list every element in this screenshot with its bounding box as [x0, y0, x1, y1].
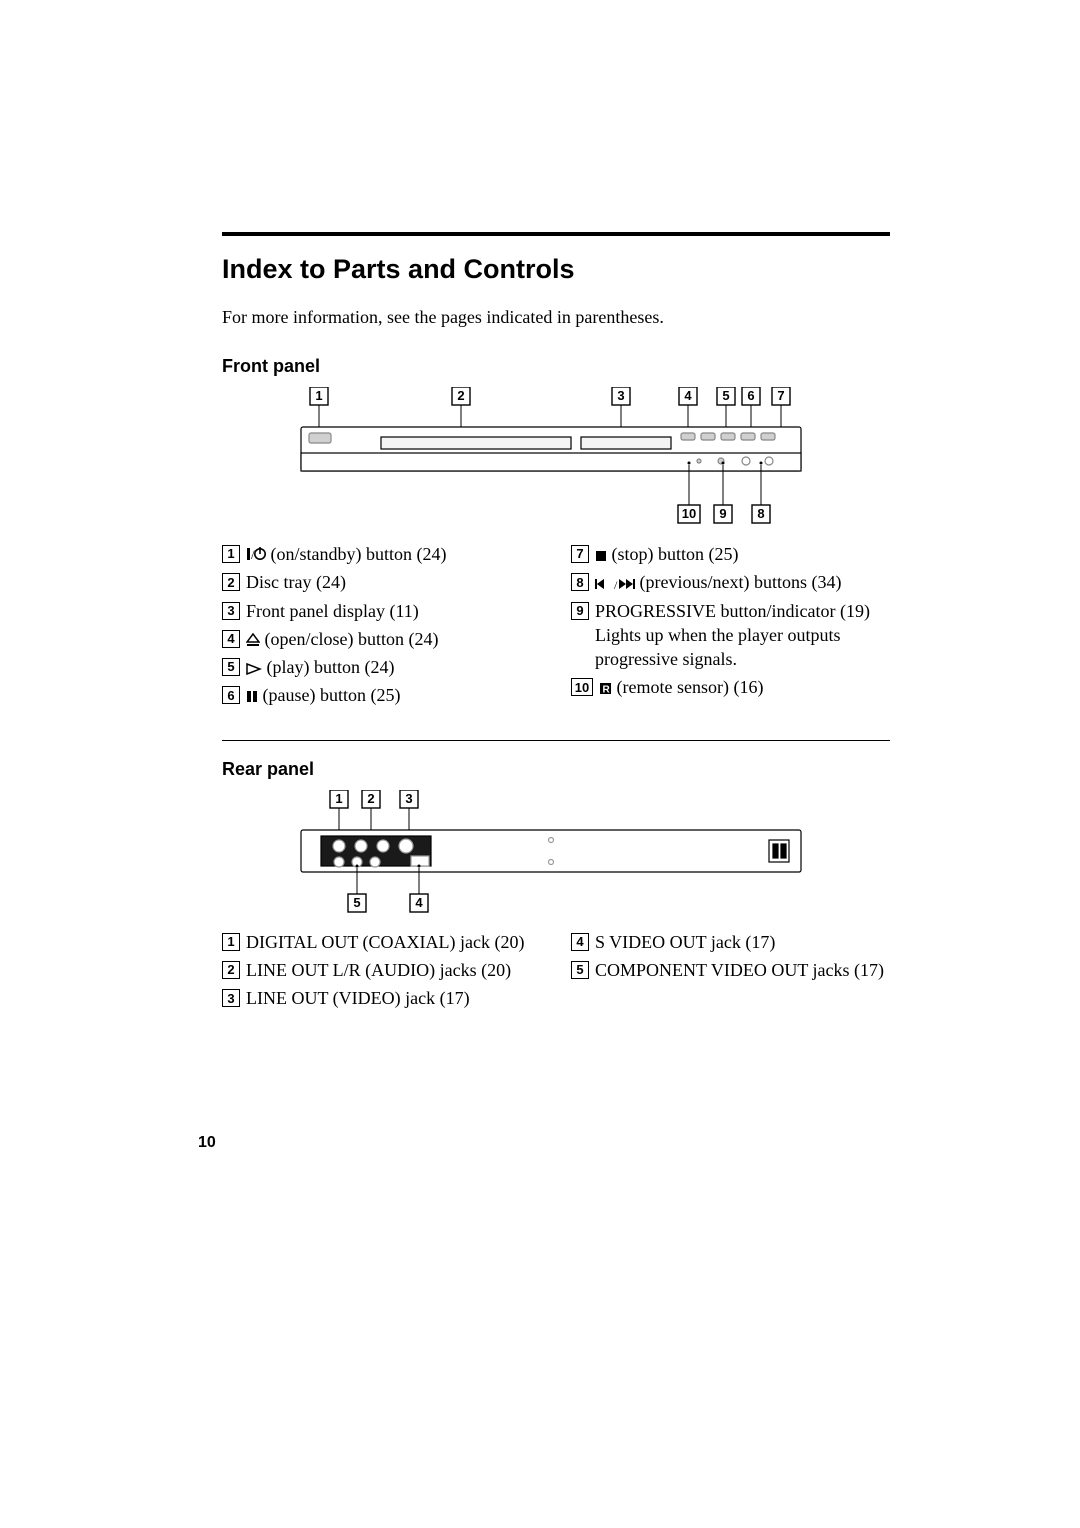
item-text: S VIDEO OUT jack (17): [595, 930, 890, 954]
list-item: 5 COMPONENT VIDEO OUT jacks (17): [571, 958, 890, 982]
item-text: R (remote sensor) (16): [599, 675, 890, 699]
item-text: LINE OUT (VIDEO) jack (17): [246, 986, 541, 1010]
front-panel-diagram: 1 2 3 4 5 6 7 10 9 8: [291, 387, 821, 532]
rear-panel-diagram: 1 2 3 5 4: [291, 790, 821, 920]
intro-text: For more information, see the pages indi…: [222, 307, 890, 328]
svg-text:2: 2: [367, 791, 374, 806]
item-text: Front panel display (11): [246, 599, 541, 623]
front-list-left: 1 / (on/standby) button (24) 2 Disc tray (2…: [222, 542, 541, 712]
item-number-box: 8: [571, 573, 589, 591]
item-number-box: 4: [571, 933, 589, 951]
list-item: 2 Disc tray (24): [222, 570, 541, 594]
svg-text:3: 3: [617, 388, 624, 403]
item-number-box: 1: [222, 933, 240, 951]
list-item: 4 S VIDEO OUT jack (17): [571, 930, 890, 954]
item-number-box: 9: [571, 602, 589, 620]
svg-text:8: 8: [757, 506, 764, 521]
svg-text:3: 3: [405, 791, 412, 806]
rear-panel-heading: Rear panel: [222, 759, 890, 780]
svg-text:6: 6: [747, 388, 754, 403]
svg-text:4: 4: [684, 388, 692, 403]
front-panel-list: 1 / (on/standby) button (24) 2 Disc tray (2…: [222, 542, 890, 712]
rear-list-right: 4 S VIDEO OUT jack (17) 5 COMPONENT VIDEO O…: [571, 930, 890, 1015]
item-number-box: 6: [222, 686, 240, 704]
svg-text:/: /: [614, 578, 618, 590]
item-number-box: 5: [222, 658, 240, 676]
page-number: 10: [198, 1134, 216, 1152]
list-item: 6 (pause) button (25): [222, 683, 541, 707]
page-title: Index to Parts and Controls: [222, 254, 890, 285]
list-item: 4 (open/close) button (24): [222, 627, 541, 651]
item-text: (open/close) button (24): [246, 627, 541, 651]
item-text: PROGRESSIVE button/indicator (19) Lights…: [595, 599, 890, 672]
list-item: 1 / (on/standby) button (24): [222, 542, 541, 566]
svg-text:9: 9: [719, 506, 726, 521]
item-text: (play) button (24): [246, 655, 541, 679]
item-text: / (previous/next) buttons (34): [595, 570, 890, 594]
svg-text:R: R: [603, 685, 611, 696]
rear-list-left: 1 DIGITAL OUT (COAXIAL) jack (20) 2 LINE OU…: [222, 930, 541, 1015]
item-number-box: 7: [571, 545, 589, 563]
item-text: / (on/standby) button (24): [246, 542, 541, 566]
svg-text:2: 2: [457, 388, 464, 403]
svg-text:4: 4: [415, 895, 423, 910]
svg-text:5: 5: [353, 895, 360, 910]
svg-text:5: 5: [722, 388, 729, 403]
item-text: (pause) button (25): [246, 683, 541, 707]
list-item: 5 (play) button (24): [222, 655, 541, 679]
item-text: COMPONENT VIDEO OUT jacks (17): [595, 958, 890, 982]
svg-text:7: 7: [777, 388, 784, 403]
item-text: (stop) button (25): [595, 542, 890, 566]
svg-text:1: 1: [335, 791, 342, 806]
item-number-box: 2: [222, 573, 240, 591]
front-panel-heading: Front panel: [222, 356, 890, 377]
item-text: DIGITAL OUT (COAXIAL) jack (20): [246, 930, 541, 954]
item-text: LINE OUT L/R (AUDIO) jacks (20): [246, 958, 541, 982]
list-item: 9 PROGRESSIVE button/indicator (19) Light…: [571, 599, 890, 672]
svg-text:10: 10: [682, 506, 696, 521]
item-number-box: 2: [222, 961, 240, 979]
item-number-box: 1: [222, 545, 240, 563]
item-number-box: 3: [222, 602, 240, 620]
manual-page: Index to Parts and Controls For more inf…: [0, 0, 1080, 1015]
list-item: 7 (stop) button (25): [571, 542, 890, 566]
list-item: 3 LINE OUT (VIDEO) jack (17): [222, 986, 541, 1010]
item-number-box: 3: [222, 989, 240, 1007]
list-item: 3 Front panel display (11): [222, 599, 541, 623]
svg-text:1: 1: [315, 388, 322, 403]
item-number-box: 4: [222, 630, 240, 648]
item-text: Disc tray (24): [246, 570, 541, 594]
rear-panel-list: 1 DIGITAL OUT (COAXIAL) jack (20) 2 LINE OU…: [222, 930, 890, 1015]
list-item: 10 R (remote sensor) (16): [571, 675, 890, 699]
section-divider: [222, 740, 890, 741]
item-number-box: 5: [571, 961, 589, 979]
item-number-box: 10: [571, 678, 593, 696]
list-item: 8 / (previous/next) buttons (34): [571, 570, 890, 594]
top-rule: [222, 232, 890, 236]
list-item: 2 LINE OUT L/R (AUDIO) jacks (20): [222, 958, 541, 982]
list-item: 1 DIGITAL OUT (COAXIAL) jack (20): [222, 930, 541, 954]
front-list-right: 7 (stop) button (25) 8 / (previous/next) b…: [571, 542, 890, 712]
